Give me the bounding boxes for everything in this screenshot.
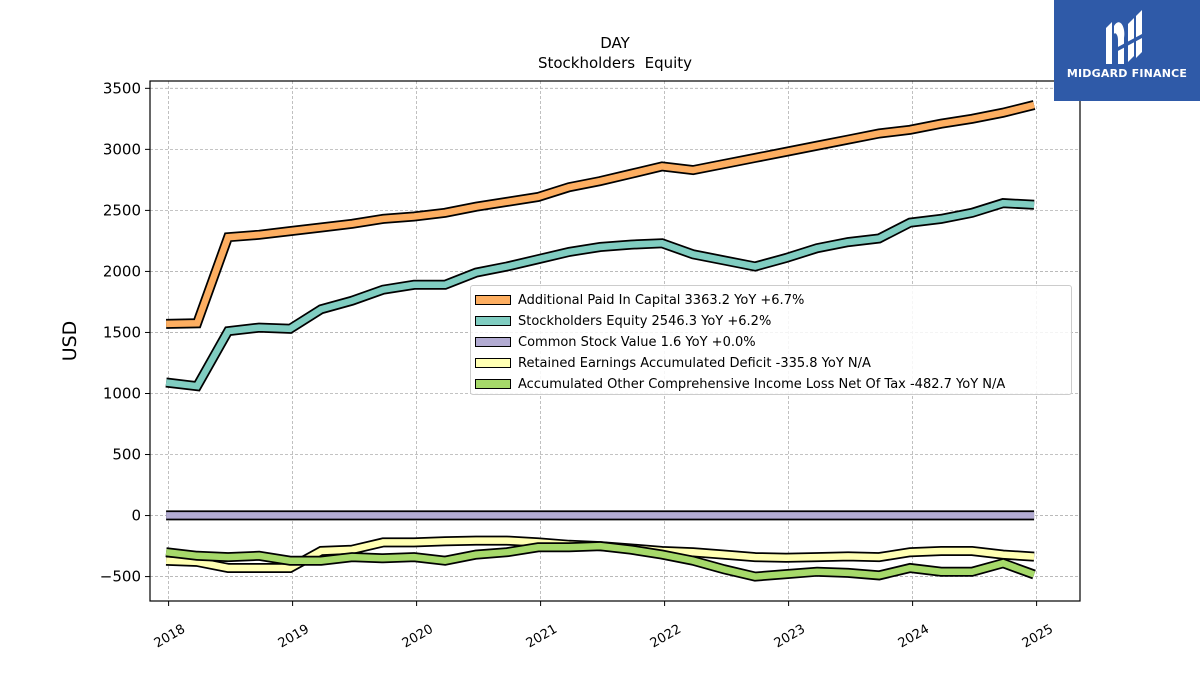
x-tick-label: 2023 <box>772 622 808 652</box>
legend-swatch <box>475 295 511 305</box>
x-tick-label: 2025 <box>1020 622 1056 652</box>
legend-swatch <box>475 379 511 389</box>
legend-swatch <box>475 316 511 326</box>
legend-swatch <box>475 358 511 368</box>
x-tick-label: 2021 <box>524 622 560 652</box>
legend-item: Common Stock Value 1.6 YoY +0.0% <box>471 332 1071 352</box>
legend-item: Additional Paid In Capital 3363.2 YoY +6… <box>471 290 1071 310</box>
x-tick-label: 2022 <box>648 622 684 652</box>
y-tick-label: −500 <box>100 568 141 586</box>
x-tick-label: 2018 <box>152 622 188 652</box>
legend-label: Additional Paid In Capital 3363.2 YoY +6… <box>518 292 805 308</box>
grid <box>150 81 1080 601</box>
legend-label: Retained Earnings Accumulated Deficit -3… <box>518 355 871 371</box>
legend-swatch <box>475 337 511 347</box>
brand-logo: MIDGARD FINANCE <box>1054 0 1200 101</box>
x-tick-label: 2024 <box>896 622 932 652</box>
legend: Additional Paid In Capital 3363.2 YoY +6… <box>470 285 1072 395</box>
series-line-0 <box>166 101 1035 328</box>
series-layer <box>165 100 1036 582</box>
x-tick-label: 2019 <box>276 622 312 652</box>
legend-label: Accumulated Other Comprehensive Income L… <box>518 376 1006 392</box>
y-tick-label: 2000 <box>103 262 141 280</box>
y-tick-label: 1000 <box>103 384 141 402</box>
logo-text: MIDGARD FINANCE <box>1066 67 1188 80</box>
series-line-4 <box>165 542 1036 580</box>
y-tick-label: 1500 <box>103 323 141 341</box>
chart-subtitle: Stockholders Equity <box>538 54 692 72</box>
legend-label: Common Stock Value 1.6 YoY +0.0% <box>518 334 756 350</box>
legend-item: Stockholders Equity 2546.3 YoY +6.2% <box>471 311 1071 331</box>
y-tick-label: 3000 <box>103 140 141 158</box>
legend-item: Retained Earnings Accumulated Deficit -3… <box>471 353 1071 373</box>
y-tick-label: 0 <box>131 507 141 525</box>
chart-title: DAY <box>600 34 630 52</box>
x-tick-label: 2020 <box>400 622 436 652</box>
series-line-1 <box>165 199 1035 390</box>
y-tick-label: 2500 <box>103 201 141 219</box>
y-axis-label: USD <box>59 321 81 362</box>
y-tick-label: 500 <box>112 446 141 464</box>
plot-frame <box>149 80 1081 602</box>
logo-mark-icon <box>1106 10 1142 64</box>
y-tick-label: 3500 <box>103 79 141 97</box>
legend-item: Accumulated Other Comprehensive Income L… <box>471 374 1071 394</box>
legend-label: Stockholders Equity 2546.3 YoY +6.2% <box>518 313 772 329</box>
